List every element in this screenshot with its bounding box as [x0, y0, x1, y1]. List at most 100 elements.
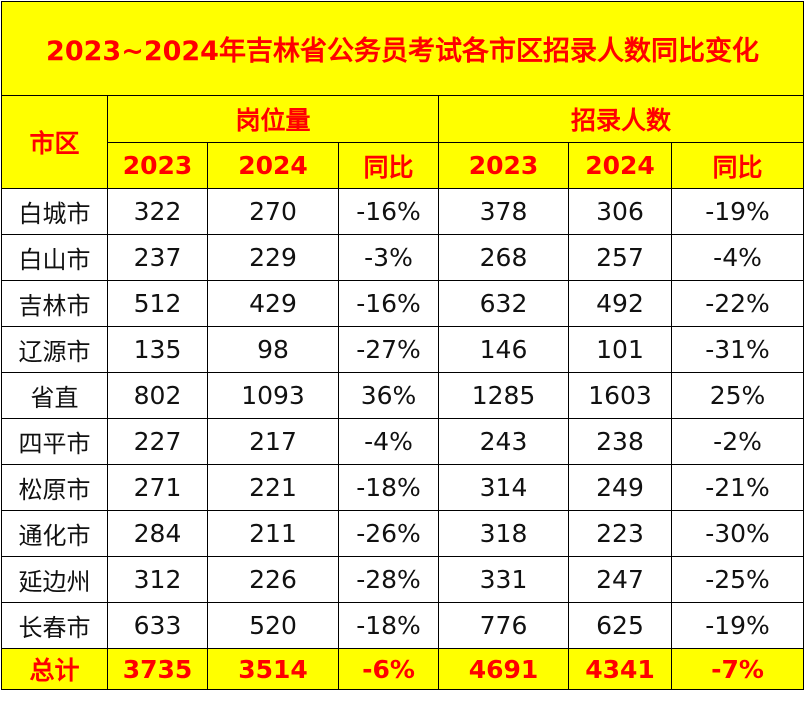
table-row: 长春市 633 520 -18% 776 625 -19%: [1, 602, 805, 649]
positions-2023-header: 2023: [107, 142, 208, 189]
recruits-2023-cell: 776: [438, 602, 569, 649]
positions-2023-cell: 284: [107, 510, 208, 557]
recruits-2024-cell: 1603: [568, 372, 672, 419]
positions-2023-cell: 135: [107, 326, 208, 373]
recruits-2024-cell: 249: [568, 464, 672, 511]
total-positions-2023-cell: 3735: [107, 648, 208, 690]
table-row: 延边州 312 226 -28% 331 247 -25%: [1, 556, 805, 603]
district-cell: 省直: [1, 372, 108, 419]
positions-2023-cell: 271: [107, 464, 208, 511]
total-recruits-2024-cell: 4341: [568, 648, 672, 690]
recruits-yoy-cell: -2%: [670, 418, 805, 465]
positions-yoy-cell: -18%: [338, 464, 439, 511]
positions-2024-cell: 429: [207, 280, 339, 327]
positions-2024-cell: 1093: [207, 372, 339, 419]
district-cell: 吉林市: [1, 280, 108, 327]
district-cell: 辽源市: [1, 326, 108, 373]
total-recruits-yoy-cell: -7%: [670, 648, 805, 690]
recruits-2024-header: 2024: [568, 142, 672, 189]
recruits-yoy-cell: -4%: [670, 234, 805, 281]
positions-2024-cell: 229: [207, 234, 339, 281]
district-cell: 通化市: [1, 510, 108, 557]
recruits-2023-cell: 243: [438, 418, 569, 465]
total-positions-2024-cell: 3514: [207, 648, 339, 690]
table-row: 通化市 284 211 -26% 318 223 -30%: [1, 510, 805, 557]
positions-2023-cell: 322: [107, 188, 208, 235]
table-row: 吉林市 512 429 -16% 632 492 -22%: [1, 280, 805, 327]
positions-yoy-cell: -4%: [338, 418, 439, 465]
table-title: 2023~2024年吉林省公务员考试各市区招录人数同比变化: [0, 1, 805, 96]
positions-2024-cell: 270: [207, 188, 339, 235]
recruits-2023-cell: 632: [438, 280, 569, 327]
recruits-yoy-cell: -25%: [670, 556, 805, 603]
recruits-2023-cell: 1285: [438, 372, 569, 419]
district-cell: 延边州: [1, 556, 108, 603]
recruits-2024-cell: 625: [568, 602, 672, 649]
recruits-yoy-cell: -19%: [670, 602, 805, 649]
recruits-group-header: 招录人数: [437, 95, 805, 143]
recruits-yoy-cell: -31%: [670, 326, 805, 373]
recruits-yoy-cell: -22%: [670, 280, 805, 327]
recruits-2023-cell: 268: [438, 234, 569, 281]
positions-2024-cell: 98: [207, 326, 339, 373]
recruits-2024-cell: 247: [568, 556, 672, 603]
recruits-2023-cell: 331: [438, 556, 569, 603]
total-row: 总计 3735 3514 -6% 4691 4341 -7%: [1, 648, 805, 690]
recruits-2023-cell: 314: [438, 464, 569, 511]
positions-yoy-cell: 36%: [338, 372, 439, 419]
table-row: 白城市 322 270 -16% 378 306 -19%: [1, 188, 805, 235]
district-cell: 长春市: [1, 602, 108, 649]
positions-yoy-cell: -28%: [338, 556, 439, 603]
positions-2023-cell: 237: [107, 234, 208, 281]
positions-yoy-cell: -26%: [338, 510, 439, 557]
district-cell: 四平市: [1, 418, 108, 465]
recruits-2023-header: 2023: [438, 142, 569, 189]
positions-yoy-cell: -3%: [338, 234, 439, 281]
positions-2023-cell: 227: [107, 418, 208, 465]
recruits-2024-cell: 257: [568, 234, 672, 281]
positions-group-header: 岗位量: [107, 95, 439, 143]
total-positions-yoy-cell: -6%: [338, 648, 439, 690]
recruits-2023-cell: 318: [438, 510, 569, 557]
district-cell: 白山市: [1, 234, 108, 281]
positions-2024-header: 2024: [207, 142, 339, 189]
recruits-2023-cell: 146: [438, 326, 569, 373]
table-row: 白山市 237 229 -3% 268 257 -4%: [1, 234, 805, 281]
table-row: 辽源市 135 98 -27% 146 101 -31%: [1, 326, 805, 373]
total-recruits-2023-cell: 4691: [438, 648, 569, 690]
recruits-2024-cell: 306: [568, 188, 672, 235]
district-header: 市区: [1, 95, 108, 189]
positions-2023-cell: 633: [107, 602, 208, 649]
positions-yoy-cell: -16%: [338, 280, 439, 327]
positions-2024-cell: 217: [207, 418, 339, 465]
positions-yoy-cell: -27%: [338, 326, 439, 373]
district-cell: 白城市: [1, 188, 108, 235]
recruits-yoy-cell: -19%: [670, 188, 805, 235]
positions-yoy-cell: -18%: [338, 602, 439, 649]
positions-2024-cell: 520: [207, 602, 339, 649]
table-row: 四平市 227 217 -4% 243 238 -2%: [1, 418, 805, 465]
recruitment-table: 2023~2024年吉林省公务员考试各市区招录人数同比变化 市区 岗位量 招录人…: [0, 1, 805, 690]
positions-2023-cell: 512: [107, 280, 208, 327]
recruits-yoy-cell: -21%: [670, 464, 805, 511]
recruits-yoy-cell: 25%: [670, 372, 805, 419]
positions-2023-cell: 802: [107, 372, 208, 419]
positions-2024-cell: 221: [207, 464, 339, 511]
positions-2024-cell: 226: [207, 556, 339, 603]
recruits-2023-cell: 378: [438, 188, 569, 235]
table-row: 省直 802 1093 36% 1285 1603 25%: [1, 372, 805, 419]
recruits-yoy-cell: -30%: [670, 510, 805, 557]
recruits-2024-cell: 238: [568, 418, 672, 465]
recruits-2024-cell: 492: [568, 280, 672, 327]
positions-yoy-header: 同比: [338, 142, 439, 189]
recruits-yoy-header: 同比: [670, 142, 805, 189]
positions-2023-cell: 312: [107, 556, 208, 603]
table-row: 松原市 271 221 -18% 314 249 -21%: [1, 464, 805, 511]
district-cell: 松原市: [1, 464, 108, 511]
recruits-2024-cell: 101: [568, 326, 672, 373]
total-label: 总计: [1, 648, 108, 690]
positions-2024-cell: 211: [207, 510, 339, 557]
positions-yoy-cell: -16%: [338, 188, 439, 235]
recruits-2024-cell: 223: [568, 510, 672, 557]
